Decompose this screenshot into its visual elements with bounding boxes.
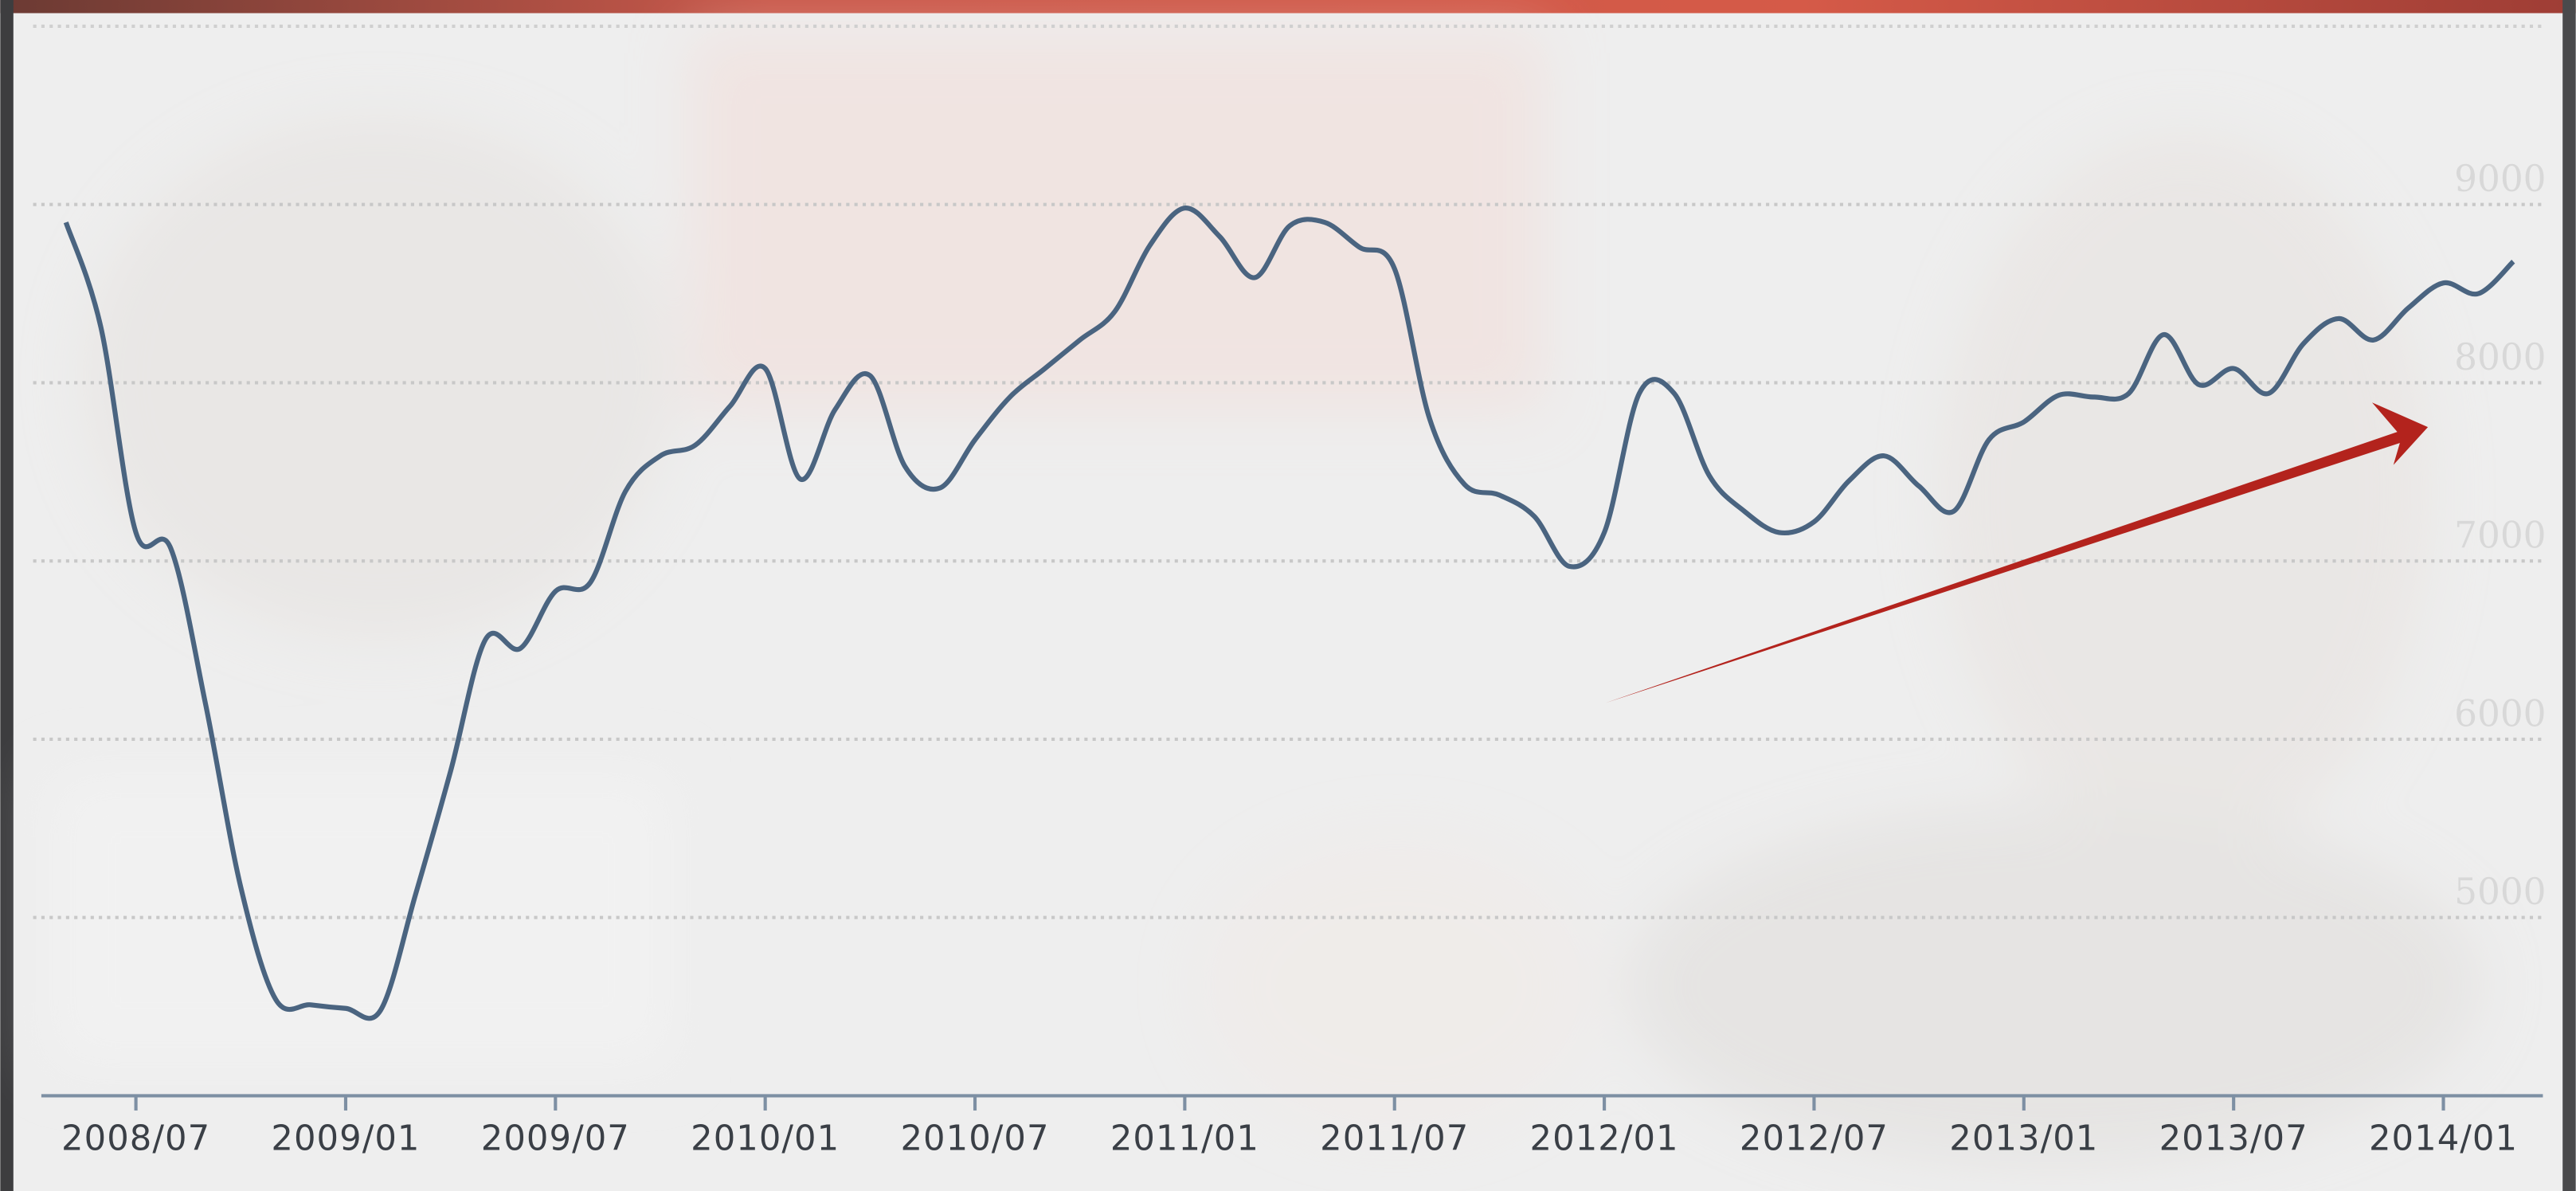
- page: {"chart_data":{"type":"line", "categorie…: [0, 0, 2576, 1191]
- y-tick-label: 6000: [2454, 692, 2546, 735]
- x-tick-label: 2010/07: [900, 1119, 1049, 1158]
- x-tick-label: 2012/07: [1740, 1119, 1889, 1158]
- x-tick-label: 2013/01: [1949, 1119, 2098, 1158]
- y-tick-label: 8000: [2454, 336, 2546, 378]
- x-tick-label: 2013/07: [2159, 1119, 2308, 1158]
- y-tick-label: 9000: [2454, 158, 2546, 200]
- x-tick-label: 2009/01: [271, 1119, 420, 1158]
- x-tick-label: 2012/01: [1530, 1119, 1679, 1158]
- x-tick-label: 2011/07: [1320, 1119, 1469, 1158]
- x-tick-label: 2010/01: [691, 1119, 840, 1158]
- x-tick-label: 2014/01: [2369, 1119, 2518, 1158]
- chart: 5000 6000 7000 8000 9000 2008/07 2009/01 2009/0…: [0, 0, 2576, 1191]
- y-tick-label: 7000: [2454, 515, 2546, 557]
- x-tick-label: 2009/07: [481, 1119, 630, 1158]
- y-tick-label: 5000: [2454, 871, 2546, 913]
- x-tick-label: 2011/01: [1110, 1119, 1259, 1158]
- background: [0, 0, 2575, 1191]
- x-tick-label: 2008/07: [61, 1119, 210, 1158]
